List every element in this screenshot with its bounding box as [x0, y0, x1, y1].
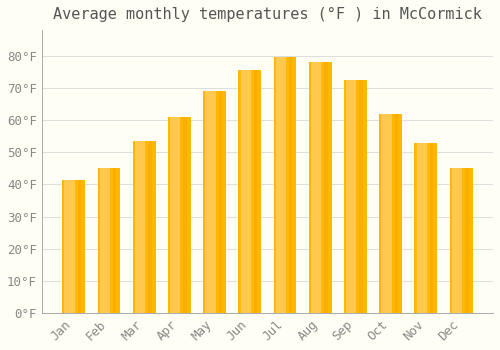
Bar	[98, 168, 120, 313]
Bar	[416, 143, 427, 313]
Bar	[344, 80, 367, 313]
Bar	[254, 70, 258, 313]
Bar	[238, 70, 262, 313]
Bar	[276, 57, 286, 313]
Bar	[135, 141, 145, 313]
Bar	[64, 180, 75, 313]
Title: Average monthly temperatures (°F ) in McCormick: Average monthly temperatures (°F ) in Mc…	[53, 7, 482, 22]
Bar	[379, 114, 402, 313]
Bar	[170, 117, 180, 313]
Bar	[62, 180, 85, 313]
Bar	[78, 180, 81, 313]
Bar	[465, 168, 468, 313]
Bar	[274, 57, 296, 313]
Bar	[430, 143, 434, 313]
Bar	[218, 91, 222, 313]
Bar	[132, 141, 156, 313]
Bar	[184, 117, 187, 313]
Bar	[394, 114, 398, 313]
Bar	[206, 91, 216, 313]
Bar	[346, 80, 356, 313]
Bar	[289, 57, 292, 313]
Bar	[324, 62, 328, 313]
Bar	[414, 143, 438, 313]
Bar	[311, 62, 322, 313]
Bar	[382, 114, 392, 313]
Bar	[450, 168, 472, 313]
Bar	[360, 80, 363, 313]
Bar	[168, 117, 191, 313]
Bar	[240, 70, 251, 313]
Bar	[113, 168, 116, 313]
Bar	[309, 62, 332, 313]
Bar	[148, 141, 152, 313]
Bar	[452, 168, 462, 313]
Bar	[203, 91, 226, 313]
Bar	[100, 168, 110, 313]
